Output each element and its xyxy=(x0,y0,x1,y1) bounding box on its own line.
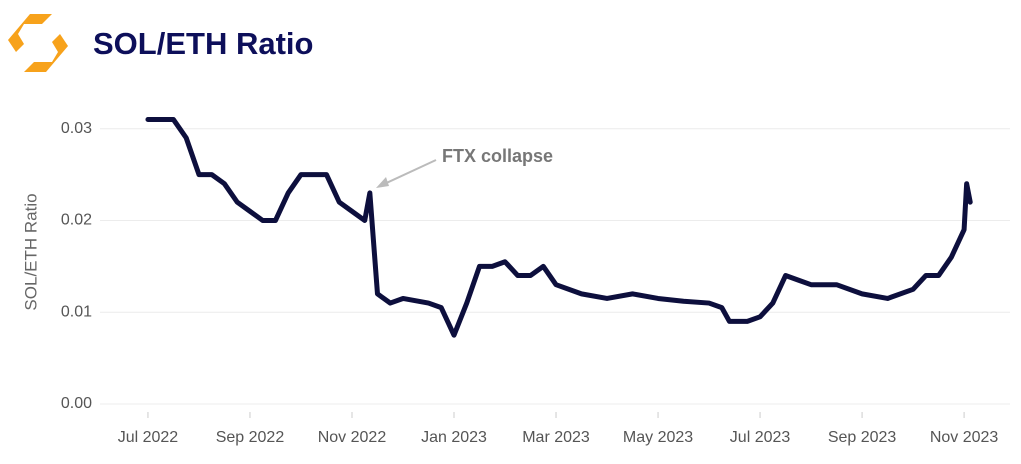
x-tick-label: Jul 2023 xyxy=(730,429,791,446)
y-tick-label: 0.02 xyxy=(61,212,92,229)
y-tick-label: 0.03 xyxy=(61,120,92,137)
x-tick-label: Mar 2023 xyxy=(522,429,590,446)
logo xyxy=(8,14,68,72)
annotation: FTX collapse xyxy=(442,146,553,166)
x-tick-label: May 2023 xyxy=(623,429,693,446)
y-tick-label: 0.00 xyxy=(61,395,92,412)
annotation-arrow xyxy=(379,159,437,187)
x-tick-label: Sep 2022 xyxy=(216,429,285,446)
chart-title: SOL/ETH Ratio xyxy=(93,26,313,61)
arrow-head xyxy=(376,177,389,188)
y-tick-label: 0.01 xyxy=(61,303,92,320)
x-tick-label: Jan 2023 xyxy=(421,429,487,446)
x-tick-label: Jul 2022 xyxy=(118,429,179,446)
x-tick-label: Nov 2022 xyxy=(318,429,387,446)
data-line xyxy=(145,117,973,338)
x-tick-label: Nov 2023 xyxy=(930,429,999,446)
y-axis-label: SOL/ETH Ratio xyxy=(21,193,40,310)
x-tick-label: Sep 2023 xyxy=(828,429,897,446)
